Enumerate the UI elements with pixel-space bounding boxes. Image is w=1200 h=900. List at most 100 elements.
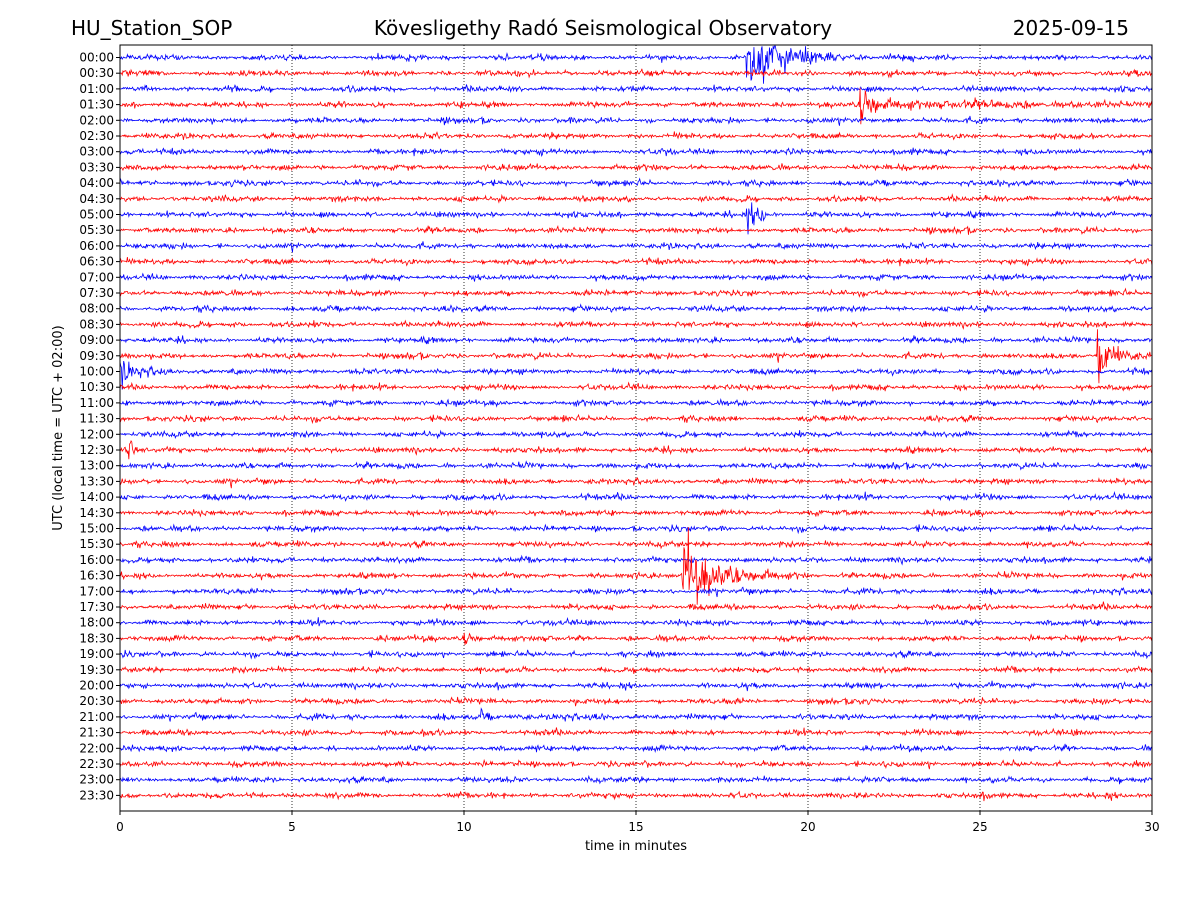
trace-row xyxy=(119,460,1153,471)
x-tick-label: 10 xyxy=(456,820,471,834)
row-time-label: 22:00 xyxy=(79,741,114,755)
trace-row xyxy=(119,398,1153,408)
row-time-label: 03:00 xyxy=(79,145,114,159)
row-time-label: 12:30 xyxy=(79,443,114,457)
trace-row xyxy=(119,758,1153,770)
trace-row xyxy=(119,413,1153,425)
row-time-label: 15:30 xyxy=(79,537,114,551)
trace-row xyxy=(119,554,1153,566)
x-tick-label: 20 xyxy=(800,820,815,834)
row-time-label: 14:00 xyxy=(79,490,114,504)
row-time-label: 09:30 xyxy=(79,349,114,363)
row-time-label: 07:30 xyxy=(79,286,114,300)
trace-row xyxy=(119,774,1153,785)
row-time-label: 14:30 xyxy=(79,506,114,520)
x-tick-label: 5 xyxy=(288,820,296,834)
row-time-label: 01:30 xyxy=(79,98,114,112)
x-tick-label: 30 xyxy=(1144,820,1159,834)
trace-row xyxy=(119,303,1153,314)
row-time-label: 18:00 xyxy=(79,616,114,630)
row-time-label: 03:30 xyxy=(79,160,114,174)
row-time-label: 02:30 xyxy=(79,129,114,143)
row-time-label: 11:30 xyxy=(79,412,114,426)
trace-row xyxy=(119,177,1152,189)
station-name: HU_Station_SOP xyxy=(71,16,232,40)
trace-row xyxy=(119,476,1153,489)
row-time-label: 04:00 xyxy=(79,176,114,190)
row-time-label: 15:00 xyxy=(79,522,114,536)
trace-row xyxy=(119,429,1153,440)
trace-row xyxy=(119,225,1153,235)
row-time-label: 10:00 xyxy=(79,365,114,379)
row-time-label: 01:00 xyxy=(79,82,114,96)
trace-row xyxy=(119,45,1153,84)
row-time-label: 17:30 xyxy=(79,600,114,614)
trace-row xyxy=(119,696,1153,707)
row-time-label: 13:30 xyxy=(79,474,114,488)
row-time-label: 18:30 xyxy=(79,631,114,645)
trace-row xyxy=(119,131,1153,141)
trace-row xyxy=(119,147,1153,157)
row-time-label: 00:00 xyxy=(79,51,114,65)
x-tick-label: 25 xyxy=(972,820,987,834)
row-time-label: 20:00 xyxy=(79,679,114,693)
row-time-label: 06:00 xyxy=(79,239,114,253)
row-time-label: 07:00 xyxy=(79,270,114,284)
row-time-label: 23:30 xyxy=(79,788,114,802)
row-time-label: 22:30 xyxy=(79,757,114,771)
row-time-label: 21:30 xyxy=(79,726,114,740)
trace-row xyxy=(119,490,1153,502)
record-date: 2025-09-15 xyxy=(1013,16,1129,40)
row-time-label: 20:30 xyxy=(79,694,114,708)
trace-row xyxy=(119,527,1153,605)
trace-row xyxy=(119,202,1153,235)
trace-row xyxy=(119,632,1153,646)
row-time-label: 04:30 xyxy=(79,192,114,206)
trace-row xyxy=(119,680,1153,692)
x-axis-label: time in minutes xyxy=(585,839,687,854)
row-time-label: 16:00 xyxy=(79,553,114,567)
row-time-label: 12:00 xyxy=(79,427,114,441)
row-time-label: 23:00 xyxy=(79,773,114,787)
y-axis-label: UTC (local time = UTC + 02:00) xyxy=(51,325,66,530)
row-time-label: 02:00 xyxy=(79,113,114,127)
trace-row xyxy=(119,508,1153,518)
row-time-label: 08:00 xyxy=(79,302,114,316)
observatory-title: Kövesligethy Radó Seismological Observat… xyxy=(374,16,832,40)
trace-row xyxy=(119,241,1153,253)
trace-row xyxy=(119,193,1153,204)
row-time-label: 19:30 xyxy=(79,663,114,677)
trace-row xyxy=(119,115,1153,126)
trace-row xyxy=(119,539,1153,550)
trace-row xyxy=(119,68,1153,79)
row-time-label: 11:00 xyxy=(79,396,114,410)
x-tick-label: 15 xyxy=(628,820,643,834)
trace-row xyxy=(119,523,1153,535)
row-time-label: 05:00 xyxy=(79,208,114,222)
row-time-label: 13:00 xyxy=(79,459,114,473)
trace-row xyxy=(119,162,1153,172)
row-time-label: 21:00 xyxy=(79,710,114,724)
row-time-label: 08:30 xyxy=(79,317,114,331)
trace-row xyxy=(119,707,1153,722)
trace-row xyxy=(119,617,1153,628)
trace-row xyxy=(119,381,1153,392)
row-time-label: 05:30 xyxy=(79,223,114,237)
trace-row xyxy=(119,665,1153,675)
trace-row xyxy=(119,440,1153,460)
trace-row xyxy=(119,727,1153,737)
row-time-label: 09:00 xyxy=(79,333,114,347)
x-tick-label: 0 xyxy=(116,820,124,834)
trace-row xyxy=(119,287,1153,299)
row-time-label: 17:00 xyxy=(79,584,114,598)
x-axis-ticks: 0 5 10 15 20 25 30 xyxy=(116,811,1160,834)
seismogram-traces xyxy=(119,45,1153,802)
row-time-label: 16:30 xyxy=(79,569,114,583)
vertical-gridlines xyxy=(291,45,981,811)
row-time-label: 06:30 xyxy=(79,255,114,269)
row-time-label: 19:00 xyxy=(79,647,114,661)
trace-row xyxy=(119,335,1153,345)
row-time-label: 00:30 xyxy=(79,66,114,80)
